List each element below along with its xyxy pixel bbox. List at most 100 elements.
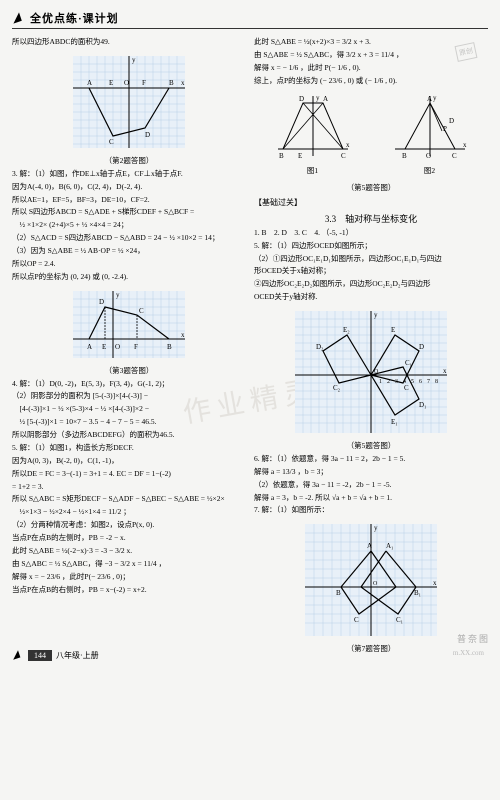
axis-label: y bbox=[116, 291, 120, 299]
svg-text:C₁: C₁ bbox=[396, 616, 403, 624]
stamp-text: 原创 bbox=[458, 47, 473, 58]
svg-text:x: x bbox=[443, 367, 447, 375]
text: 4. 解：（1）D(0, -2)，E(5, 3)，F(3, 4)，G(-1, 2… bbox=[12, 379, 246, 390]
svg-text:O: O bbox=[374, 369, 379, 375]
header-title: 全优点练·课计划 bbox=[30, 10, 119, 26]
svg-text:B: B bbox=[336, 589, 341, 597]
svg-text:8: 8 bbox=[435, 379, 438, 385]
text: 综上，点P的坐标为 (− 23/6 , 0) 或 (− 1/6 , 0). bbox=[254, 76, 488, 87]
text: 5. 解：（1）四边形OCED如图所示； bbox=[254, 241, 488, 252]
svg-text:O: O bbox=[373, 581, 378, 587]
svg-text:C: C bbox=[404, 384, 409, 392]
text: （2）分两种情况考虑：如图2，设点P(x, 0). bbox=[12, 520, 246, 531]
text: 所以DE = FC = 3−(-1) = 3+1 = 4. EC = DF = … bbox=[12, 469, 246, 480]
svg-text:D: D bbox=[449, 117, 454, 125]
corner-watermark: 普奈图 bbox=[457, 632, 490, 645]
svg-text:A: A bbox=[323, 95, 328, 103]
svg-text:A: A bbox=[367, 542, 372, 550]
pt-label: D bbox=[145, 131, 150, 139]
svg-text:1: 1 bbox=[379, 379, 382, 385]
text: （2）依题意，得 3a − 11 = -2，2b − 1 = -5. bbox=[254, 480, 488, 491]
text: 形OCED关于x轴对称； bbox=[254, 266, 488, 277]
text: （2）①四边形OC₁E₁D₁如图所示，四边形OC₁E₁D₁与四边 bbox=[254, 254, 488, 265]
text: 此时 S△ABE = ½(-2−x)·3 = -3 − 3/2 x. bbox=[12, 546, 246, 557]
axis-label: x bbox=[181, 79, 185, 87]
pt-label: C bbox=[109, 138, 114, 146]
svg-text:5: 5 bbox=[411, 379, 414, 385]
svg-text:E₁: E₁ bbox=[391, 418, 398, 426]
pt-label: D bbox=[99, 298, 104, 306]
text: 由 S△ABE = ½ S△ABC，得 3/2 x + 3 = 11/4 ， bbox=[254, 50, 488, 61]
svg-text:D: D bbox=[419, 343, 424, 351]
svg-text:y: y bbox=[316, 94, 320, 102]
svg-text:4: 4 bbox=[403, 379, 406, 385]
svg-text:B: B bbox=[279, 152, 284, 160]
fig-2: A BO CP xy D bbox=[390, 91, 470, 161]
graph-2: A E O F B C D x y bbox=[69, 52, 189, 152]
footer-grade: 八年级·上册 bbox=[56, 650, 99, 661]
answers: 1. B 2. D 3. C 4. （-5, -1） bbox=[254, 228, 488, 239]
text: 解得 a = 13/3 ，b = 3； bbox=[254, 467, 488, 478]
graph-7: AA₁ BC B₁C₁ O xy bbox=[301, 520, 441, 640]
text: 解得 x = − 1/6 ，此时 P(− 1/6 , 0). bbox=[254, 63, 488, 74]
text: （2）阴影部分的面积为 [5-(-3)]×[4-(-3)] − bbox=[12, 391, 246, 402]
fig1-wrap: DA BE C xy 图1 bbox=[273, 91, 353, 180]
fig-1: DA BE C xy bbox=[273, 91, 353, 161]
text: 所以点P的坐标为 (0, 24) 或 (0, -2.4). bbox=[12, 272, 246, 283]
pt-label: E bbox=[102, 343, 106, 351]
caption-5top: （第5题答图） bbox=[254, 183, 488, 194]
svg-text:2: 2 bbox=[387, 379, 390, 385]
svg-text:O: O bbox=[426, 152, 431, 160]
svg-text:y: y bbox=[374, 311, 378, 319]
svg-text:D: D bbox=[299, 95, 304, 103]
pt-label: C bbox=[139, 307, 144, 315]
svg-text:C: C bbox=[452, 152, 457, 160]
left-column: 所以四边形ABDC的面积为49. A E O F B bbox=[12, 37, 246, 657]
text: [4-(-3)]×1 − ½ ×(5-3)×4 − ½ ×[4-(-3)]×2 … bbox=[12, 404, 246, 415]
text: 3. 解：（1）如图，作DE⊥x轴于点E，CF⊥x轴于点F. bbox=[12, 169, 246, 180]
text: 所以四边形ABDC的面积为49. bbox=[12, 37, 246, 48]
text: 5. 解：（1）如图1，构造长方形DECF. bbox=[12, 443, 246, 454]
pt-label: B bbox=[167, 343, 172, 351]
corner-watermark-url: m.XX.com bbox=[453, 649, 484, 657]
text: 解得 x = − 23/6 ，此时P(− 23/6 , 0)； bbox=[12, 572, 246, 583]
pt-label: F bbox=[142, 79, 146, 87]
text: 因为A(0, 3)，B(-2, 0)，C(1, -1)， bbox=[12, 456, 246, 467]
svg-text:D₂: D₂ bbox=[316, 343, 324, 351]
header: 全优点练·课计划 bbox=[12, 10, 488, 29]
axis-label: x bbox=[181, 331, 185, 339]
pt-label: O bbox=[115, 343, 120, 351]
text: 因为A(-4, 0)，B(6, 0)，C(2, 4)，D(-2, 4). bbox=[12, 182, 246, 193]
svg-text:D₁: D₁ bbox=[419, 401, 427, 409]
text: 7. 解：（1）如图所示： bbox=[254, 505, 488, 516]
text: 此时 S△ABE = ½(x+2)×3 = 3/2 x + 3. bbox=[254, 37, 488, 48]
svg-text:E₂: E₂ bbox=[343, 326, 350, 334]
text: OCED关于y轴对称. bbox=[254, 292, 488, 303]
svg-text:x: x bbox=[433, 579, 437, 587]
columns: 所以四边形ABDC的面积为49. A E O F B bbox=[12, 37, 488, 657]
graph-3: A E O F B D C x y bbox=[69, 287, 189, 362]
page-number: 144 bbox=[28, 650, 52, 661]
text: 所以阴影部分（多边形ABCDEFG）的面积为46.5. bbox=[12, 430, 246, 441]
svg-text:P: P bbox=[443, 125, 447, 133]
pt-label: A bbox=[87, 343, 92, 351]
svg-text:B₁: B₁ bbox=[414, 589, 421, 597]
axis-label: y bbox=[132, 56, 136, 64]
text: 当点P在点B的右侧时，PB = x−(-2) = x+2. bbox=[12, 585, 246, 596]
caption-5r: （第5题答图） bbox=[254, 441, 488, 452]
text: = 1+2 = 3. bbox=[12, 482, 246, 493]
caption-fig2: 图2 bbox=[390, 166, 470, 177]
svg-text:x: x bbox=[346, 141, 350, 149]
svg-text:B: B bbox=[402, 152, 407, 160]
pt-label: E bbox=[109, 79, 113, 87]
svg-text:C: C bbox=[354, 616, 359, 624]
text: 当点P在点B的左侧时，PB = -2 − x. bbox=[12, 533, 246, 544]
page: 全优点练·课计划 原创 所以四边形ABDC的面积为49. A bbox=[0, 0, 500, 667]
svg-text:E: E bbox=[391, 326, 395, 334]
svg-text:7: 7 bbox=[427, 379, 430, 385]
text: 6. 解：（1）依题意，得 3a − 11 = 2，2b − 1 = 5. bbox=[254, 454, 488, 465]
text: （2）S△ACD = S四边形ABCD − S△ABD = 24 − ½ ×10… bbox=[12, 233, 246, 244]
section-title: 3.3 轴对称与坐标变化 bbox=[254, 213, 488, 226]
text: 所以OP = 2.4. bbox=[12, 259, 246, 270]
svg-text:x: x bbox=[463, 141, 467, 149]
